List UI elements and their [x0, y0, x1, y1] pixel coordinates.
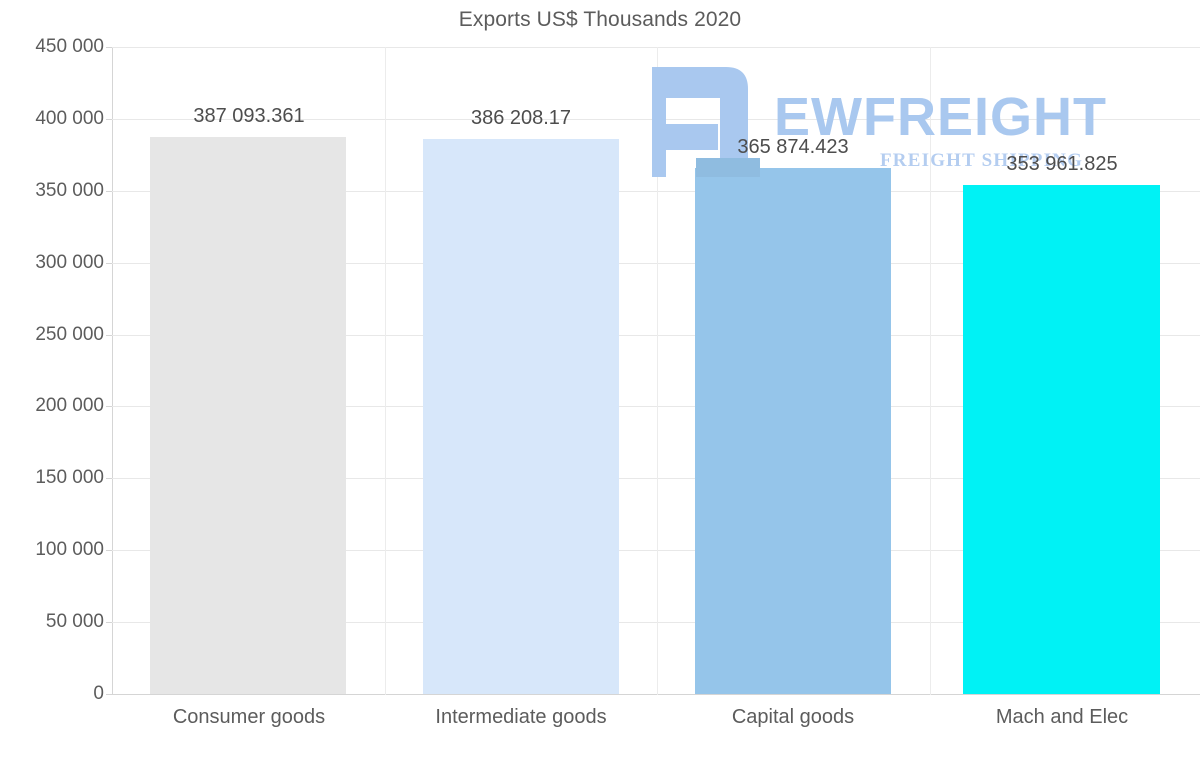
x-axis-label-1: Intermediate goods — [435, 706, 607, 728]
y-axis-tick — [106, 622, 112, 624]
category-divider — [930, 47, 931, 695]
grid-line — [112, 622, 1200, 624]
y-axis-tick-label-4: 200 000 — [35, 395, 104, 417]
y-axis-tick — [106, 550, 112, 552]
grid-line — [112, 478, 1200, 480]
category-divider — [657, 47, 658, 695]
y-axis-tick-label-8: 400 000 — [35, 107, 104, 129]
chart-title: Exports US$ Thousands 2020 — [458, 8, 742, 31]
grid-line — [112, 190, 1200, 192]
grid-line — [112, 47, 1200, 48]
grid-line — [112, 406, 1200, 408]
y-axis-tick-label-7: 350 000 — [35, 179, 104, 201]
y-axis-labels: 0 50 000 100 000 150 000 200 000 250 000 300 0… — [0, 0, 104, 763]
bar-2[interactable] — [695, 167, 891, 694]
x-axis-label-2: Capital goods — [731, 706, 855, 728]
grid-line — [112, 550, 1200, 552]
y-axis-tick — [106, 694, 112, 695]
y-axis-tick-label-2: 100 000 — [35, 539, 104, 561]
y-axis-tick — [106, 406, 112, 408]
y-axis-tick-label-5: 250 000 — [35, 323, 104, 345]
y-axis-tick-label-6: 300 000 — [35, 251, 104, 273]
y-axis-tick — [106, 118, 112, 120]
bar-value-label-3: 353 961.825 — [1006, 153, 1118, 176]
grid-line — [112, 262, 1200, 264]
y-axis-tick — [106, 262, 112, 264]
x-axis-label-3: Mach and Elec — [995, 706, 1129, 728]
y-axis-tick — [106, 478, 112, 480]
bar-1[interactable] — [423, 138, 619, 694]
y-axis-tick-label-3: 150 000 — [35, 467, 104, 489]
y-axis-tick — [106, 47, 112, 48]
grid-line — [112, 694, 1200, 695]
x-axis-label-0: Consumer goods — [172, 706, 326, 728]
y-axis-tick — [106, 334, 112, 336]
y-axis-tick-label-0: 0 — [93, 683, 104, 704]
y-axis-line — [112, 47, 113, 695]
y-axis-tick — [106, 190, 112, 192]
bar-value-label-1: 386 208.17 — [470, 106, 572, 129]
bar-3[interactable] — [963, 185, 1160, 694]
grid-line — [112, 334, 1200, 336]
bar-0[interactable] — [150, 137, 346, 694]
bar-value-label-2: 365 874.423 — [737, 135, 849, 158]
y-axis-tick-label-9: 450 000 — [35, 36, 104, 57]
y-axis-tick-label-1: 50 000 — [45, 611, 104, 633]
category-divider — [385, 47, 386, 695]
plot-area — [106, 47, 1200, 695]
bar-value-label-0: 387 093.361 — [193, 105, 305, 128]
